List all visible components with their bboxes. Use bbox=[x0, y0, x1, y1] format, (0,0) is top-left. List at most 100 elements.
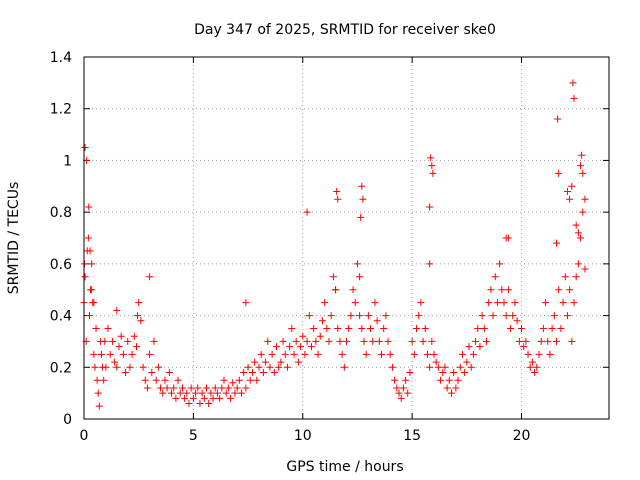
data-point bbox=[426, 363, 434, 371]
data-point bbox=[498, 286, 506, 294]
data-point bbox=[332, 286, 340, 294]
x-tick-label: 5 bbox=[189, 428, 198, 444]
data-point bbox=[570, 299, 578, 307]
data-point bbox=[404, 389, 412, 397]
data-point bbox=[500, 299, 508, 307]
data-point bbox=[454, 376, 462, 384]
data-point bbox=[345, 325, 353, 332]
data-point bbox=[161, 376, 169, 384]
data-point bbox=[397, 394, 405, 402]
data-point bbox=[369, 337, 377, 345]
data-point bbox=[174, 376, 182, 384]
data-point bbox=[253, 376, 261, 384]
data-point bbox=[452, 384, 460, 392]
data-point bbox=[399, 384, 407, 392]
data-point bbox=[227, 394, 235, 402]
data-point bbox=[170, 384, 178, 392]
axis-ticks: 0 5 10 15 20 0 0.2 0.4 0.6 0.8 1 1.2 1.4 bbox=[50, 50, 609, 444]
data-point bbox=[568, 337, 576, 345]
data-point bbox=[504, 234, 512, 242]
data-point bbox=[546, 350, 554, 358]
data-point bbox=[544, 337, 552, 345]
data-point bbox=[323, 325, 331, 332]
data-point bbox=[513, 317, 521, 325]
data-point bbox=[528, 358, 536, 366]
data-point bbox=[445, 376, 453, 384]
data-point bbox=[360, 337, 368, 345]
y-tick-label: 0 bbox=[63, 412, 72, 428]
data-point bbox=[334, 195, 342, 203]
data-point bbox=[150, 337, 158, 345]
data-point bbox=[95, 402, 103, 410]
data-point bbox=[478, 312, 486, 320]
data-point bbox=[555, 286, 563, 294]
data-point bbox=[310, 325, 318, 332]
data-point bbox=[314, 350, 322, 358]
data-point bbox=[557, 325, 565, 332]
data-point bbox=[178, 384, 186, 392]
data-point bbox=[419, 337, 427, 345]
data-point bbox=[439, 368, 447, 376]
data-point bbox=[531, 368, 539, 376]
data-point bbox=[111, 358, 119, 366]
data-point bbox=[563, 187, 571, 195]
data-point bbox=[130, 332, 138, 340]
data-point bbox=[489, 312, 497, 320]
data-point bbox=[469, 350, 477, 358]
data-point bbox=[303, 337, 311, 345]
data-point bbox=[292, 337, 300, 345]
data-point bbox=[98, 350, 105, 358]
data-point bbox=[507, 325, 515, 332]
data-point bbox=[577, 234, 585, 242]
data-point bbox=[570, 94, 578, 102]
data-point bbox=[356, 273, 364, 281]
data-point bbox=[242, 299, 250, 307]
data-point bbox=[108, 337, 116, 345]
data-point bbox=[268, 350, 276, 358]
data-point bbox=[378, 350, 385, 358]
data-point bbox=[283, 363, 291, 371]
data-point bbox=[430, 350, 438, 358]
data-point bbox=[115, 343, 123, 351]
x-axis-label: GPS time / hours bbox=[286, 459, 403, 475]
data-point bbox=[526, 363, 534, 371]
data-point bbox=[391, 376, 399, 384]
x-tick-label: 0 bbox=[80, 428, 89, 444]
data-point bbox=[382, 312, 390, 320]
data-point bbox=[88, 286, 96, 294]
data-point bbox=[305, 312, 313, 320]
y-tick-label: 0.4 bbox=[50, 309, 72, 325]
y-tick-label: 0.2 bbox=[50, 360, 72, 376]
data-point bbox=[357, 213, 365, 221]
data-point bbox=[491, 273, 499, 281]
data-point bbox=[224, 384, 232, 392]
data-point bbox=[205, 399, 213, 407]
data-point bbox=[233, 384, 241, 392]
data-point bbox=[119, 350, 127, 358]
grid-lines bbox=[84, 57, 609, 419]
data-point bbox=[502, 312, 510, 320]
data-point bbox=[340, 363, 348, 371]
data-point bbox=[308, 343, 315, 351]
data-point bbox=[91, 363, 99, 371]
data-point bbox=[139, 363, 147, 371]
data-point bbox=[367, 325, 375, 332]
data-point bbox=[423, 350, 431, 358]
x-tick-label: 15 bbox=[403, 428, 421, 444]
data-point bbox=[117, 332, 125, 340]
data-point bbox=[113, 306, 121, 314]
data-point bbox=[154, 363, 162, 371]
data-point bbox=[163, 384, 171, 392]
data-point bbox=[550, 312, 558, 320]
data-point bbox=[415, 312, 423, 320]
data-point bbox=[426, 260, 434, 268]
data-point bbox=[465, 343, 473, 351]
data-point bbox=[566, 195, 574, 203]
data-point bbox=[220, 376, 228, 384]
data-point bbox=[81, 144, 89, 151]
data-point bbox=[581, 195, 589, 203]
data-point bbox=[86, 247, 94, 255]
data-point bbox=[483, 337, 490, 345]
data-point bbox=[349, 286, 357, 294]
data-point bbox=[386, 350, 394, 358]
